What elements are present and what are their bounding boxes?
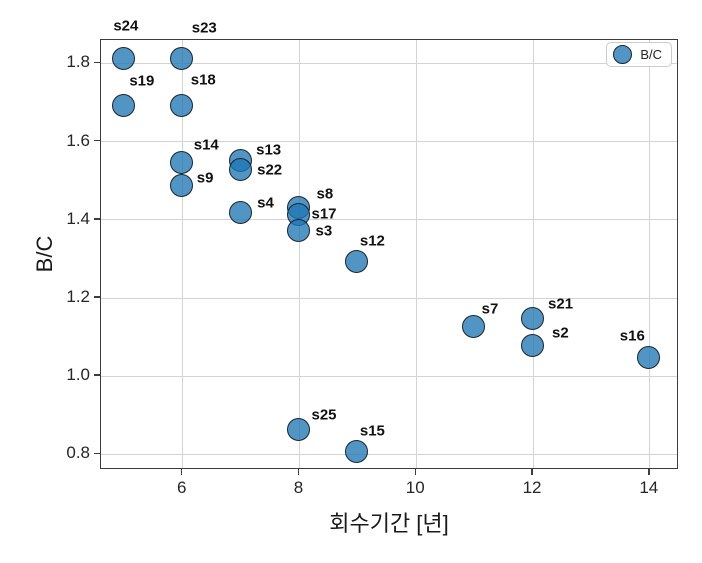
y-gridline	[101, 297, 677, 299]
y-tick	[94, 452, 100, 455]
data-point-label: s13	[256, 141, 282, 159]
data-point-label: s3	[315, 222, 333, 240]
x-gridline	[649, 40, 651, 468]
data-point-label: s9	[196, 169, 214, 187]
y-tick-label: 1.4	[66, 208, 90, 228]
x-tick	[414, 469, 417, 475]
legend-marker-icon	[613, 45, 633, 64]
y-tick	[94, 218, 100, 220]
x-tick	[297, 469, 300, 475]
data-point-label: s19	[129, 72, 155, 90]
data-point-label: s21	[548, 295, 574, 312]
data-point	[520, 307, 544, 330]
data-point	[287, 418, 310, 442]
data-point	[170, 150, 194, 174]
data-point	[345, 439, 369, 463]
data-point-label: s22	[257, 161, 283, 179]
data-point	[637, 346, 661, 370]
data-point-label: s25	[311, 406, 337, 424]
data-point-label: s16	[619, 327, 645, 345]
data-point	[170, 47, 194, 71]
legend-label: B/C	[640, 47, 662, 62]
y-gridline	[101, 375, 677, 377]
x-gridline	[299, 40, 300, 468]
data-point	[170, 174, 194, 198]
x-tick-label: 8	[293, 478, 304, 497]
data-point	[111, 93, 135, 117]
data-point-label: s24	[113, 17, 139, 35]
y-tick	[94, 61, 100, 64]
x-tick	[180, 469, 183, 475]
data-point	[520, 334, 544, 358]
x-axis-label: 회수기간 [년]	[329, 511, 449, 536]
y-tick-label: 1.6	[66, 130, 90, 150]
data-point	[170, 93, 194, 117]
x-gridline	[415, 40, 417, 468]
data-point-label: s17	[311, 205, 337, 223]
y-tick	[94, 139, 100, 142]
data-point	[111, 47, 135, 71]
y-gridline	[101, 141, 677, 143]
x-tick-label: 12	[522, 478, 542, 497]
data-point-label: s14	[193, 136, 219, 154]
x-tick-label: 6	[177, 478, 187, 497]
data-point-label: s7	[481, 300, 499, 318]
data-point-label: s8	[316, 185, 334, 203]
points-layer: s24 s23 s19 s18 s14 s9 s13 s22 s4 s8 s17 s3 s12 s7 s21…	[100, 17, 678, 469]
legend: B/C	[606, 42, 672, 67]
data-point	[287, 219, 310, 243]
data-point-label: s12	[359, 232, 385, 250]
data-point-label: s23	[191, 19, 217, 37]
data-point-label: s18	[190, 71, 216, 89]
y-gridline	[101, 453, 677, 455]
plot-area	[100, 39, 678, 469]
data-point-label: s15	[359, 422, 385, 440]
y-axis-label: B/C	[32, 235, 57, 273]
y-gridline	[101, 62, 677, 64]
x-tick-label: 10	[405, 478, 425, 497]
y-tick-label: 1.8	[66, 52, 90, 72]
x-gridline	[182, 40, 184, 468]
y-gridline	[101, 219, 677, 221]
data-point	[462, 314, 486, 338]
data-point-label: s2	[552, 324, 569, 342]
y-tick-label: 1.2	[66, 287, 90, 306]
data-point-label: s4	[257, 194, 274, 212]
y-tick	[94, 296, 100, 298]
y-tick-label: 0.8	[66, 443, 90, 463]
y-tick	[94, 374, 100, 376]
x-gridline	[532, 40, 534, 468]
data-point	[345, 250, 369, 274]
x-tick	[648, 469, 650, 475]
data-point	[228, 158, 252, 182]
data-point	[228, 201, 252, 225]
x-tick-label: 14	[639, 478, 659, 497]
y-tick-label: 1.0	[66, 365, 90, 385]
x-tick	[531, 469, 533, 475]
